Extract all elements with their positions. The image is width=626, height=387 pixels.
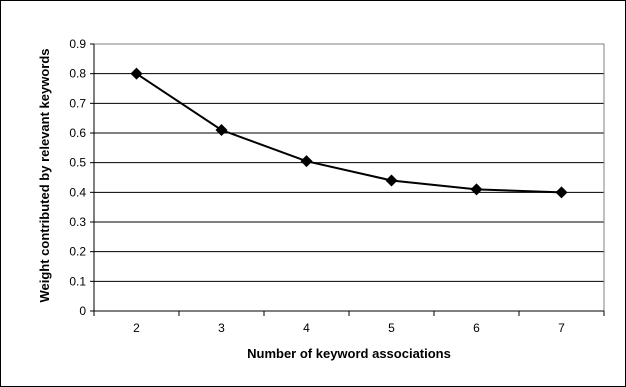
y-tick-label: 0.6 <box>69 126 86 140</box>
series-line <box>135 72 562 194</box>
data-point-marker <box>130 67 143 80</box>
data-point-marker <box>555 186 568 199</box>
x-tick-label: 6 <box>473 321 480 335</box>
data-point-marker <box>215 124 228 137</box>
x-axis-title: Number of keyword associations <box>247 346 451 361</box>
data-point-marker <box>470 183 483 196</box>
data-point-marker <box>300 155 313 168</box>
y-tick-label: 0.1 <box>69 274 86 288</box>
x-tick-label: 7 <box>558 321 565 335</box>
gridlines <box>94 43 604 282</box>
y-tick-label: 0.5 <box>69 156 86 170</box>
y-tick-label: 0 <box>79 304 86 318</box>
y-tick-label: 0.2 <box>69 245 86 259</box>
data-point-marker <box>385 174 398 187</box>
x-tick-label: 5 <box>388 321 395 335</box>
y-tick-label: 0.3 <box>69 215 86 229</box>
x-tick-label: 4 <box>303 321 310 335</box>
plot-area <box>93 43 605 312</box>
y-tick-label: 0.7 <box>69 96 86 110</box>
y-axis-title: Weight contributed by relevant keywords <box>37 48 52 302</box>
y-tick-label: 0.9 <box>69 37 86 51</box>
series <box>130 67 568 199</box>
x-tick-label: 2 <box>133 321 140 335</box>
axis-ticks: 0 0.1 0.2 0.3 0.4 0.5 0.6 0.7 0.8 0.9 2 3 4 5 6 7 <box>69 37 605 335</box>
x-tick-label: 3 <box>218 321 225 335</box>
y-tick-label: 0.8 <box>69 67 86 81</box>
y-tick-label: 0.4 <box>69 185 86 199</box>
